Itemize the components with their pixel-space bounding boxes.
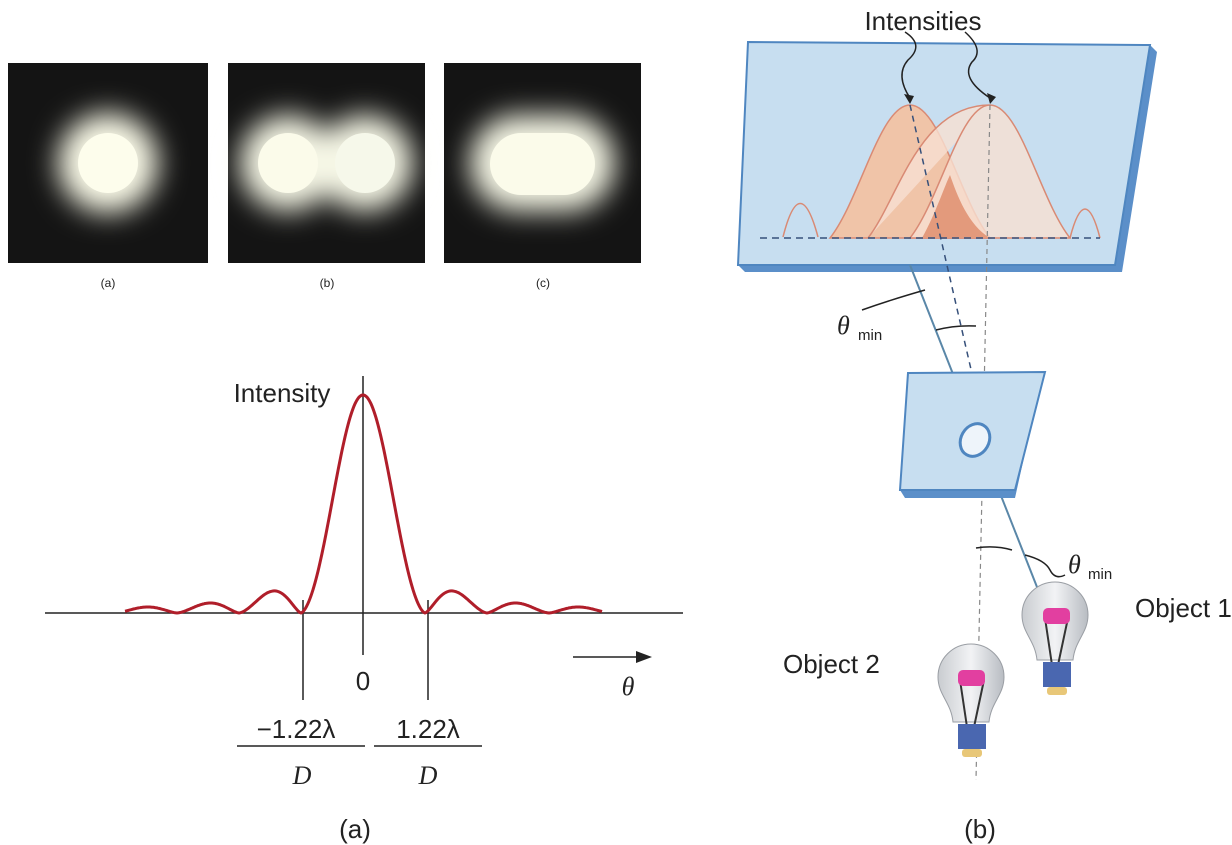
- pointer: [862, 290, 925, 310]
- bulb-1: [1022, 582, 1088, 695]
- intensity-graph: Intensity 0 −1.22λ D 1.22λ D θ (a): [45, 376, 683, 844]
- spot-core: [335, 133, 395, 193]
- angle-symbol: θ: [1068, 550, 1081, 579]
- x-label: θ: [622, 672, 635, 701]
- figure: (a) (b) (c) Intensity 0 −1.22λ D 1.22λ D…: [0, 0, 1232, 845]
- zero-label: 0: [356, 666, 370, 696]
- image-label: (b): [320, 276, 335, 290]
- image-label: (a): [101, 276, 116, 290]
- angle-symbol: θ: [837, 311, 850, 340]
- setup: Intensities θ min θ min Object 1 Object …: [738, 6, 1232, 844]
- tick-numerator: −1.22λ: [257, 714, 336, 744]
- bulb-2: [938, 644, 1004, 757]
- image-label: (c): [536, 276, 550, 290]
- setup-title: Intensities: [864, 6, 981, 36]
- angle-subscript: min: [858, 327, 882, 344]
- caption: (b): [964, 814, 996, 844]
- tick-denominator: D: [292, 761, 312, 790]
- spot-images: (a) (b) (c): [8, 63, 641, 290]
- object-label: Object 2: [783, 649, 880, 679]
- object-label: Object 1: [1135, 593, 1232, 623]
- y-label: Intensity: [234, 378, 331, 408]
- tick-numerator: 1.22λ: [396, 714, 460, 744]
- caption: (a): [339, 814, 371, 844]
- arrow-head: [636, 651, 652, 663]
- tick-denominator: D: [418, 761, 438, 790]
- spot-core: [258, 133, 318, 193]
- angle-subscript: min: [1088, 566, 1112, 583]
- spot-core: [490, 133, 595, 195]
- angle-arc: [936, 326, 976, 330]
- spot-core: [78, 133, 138, 193]
